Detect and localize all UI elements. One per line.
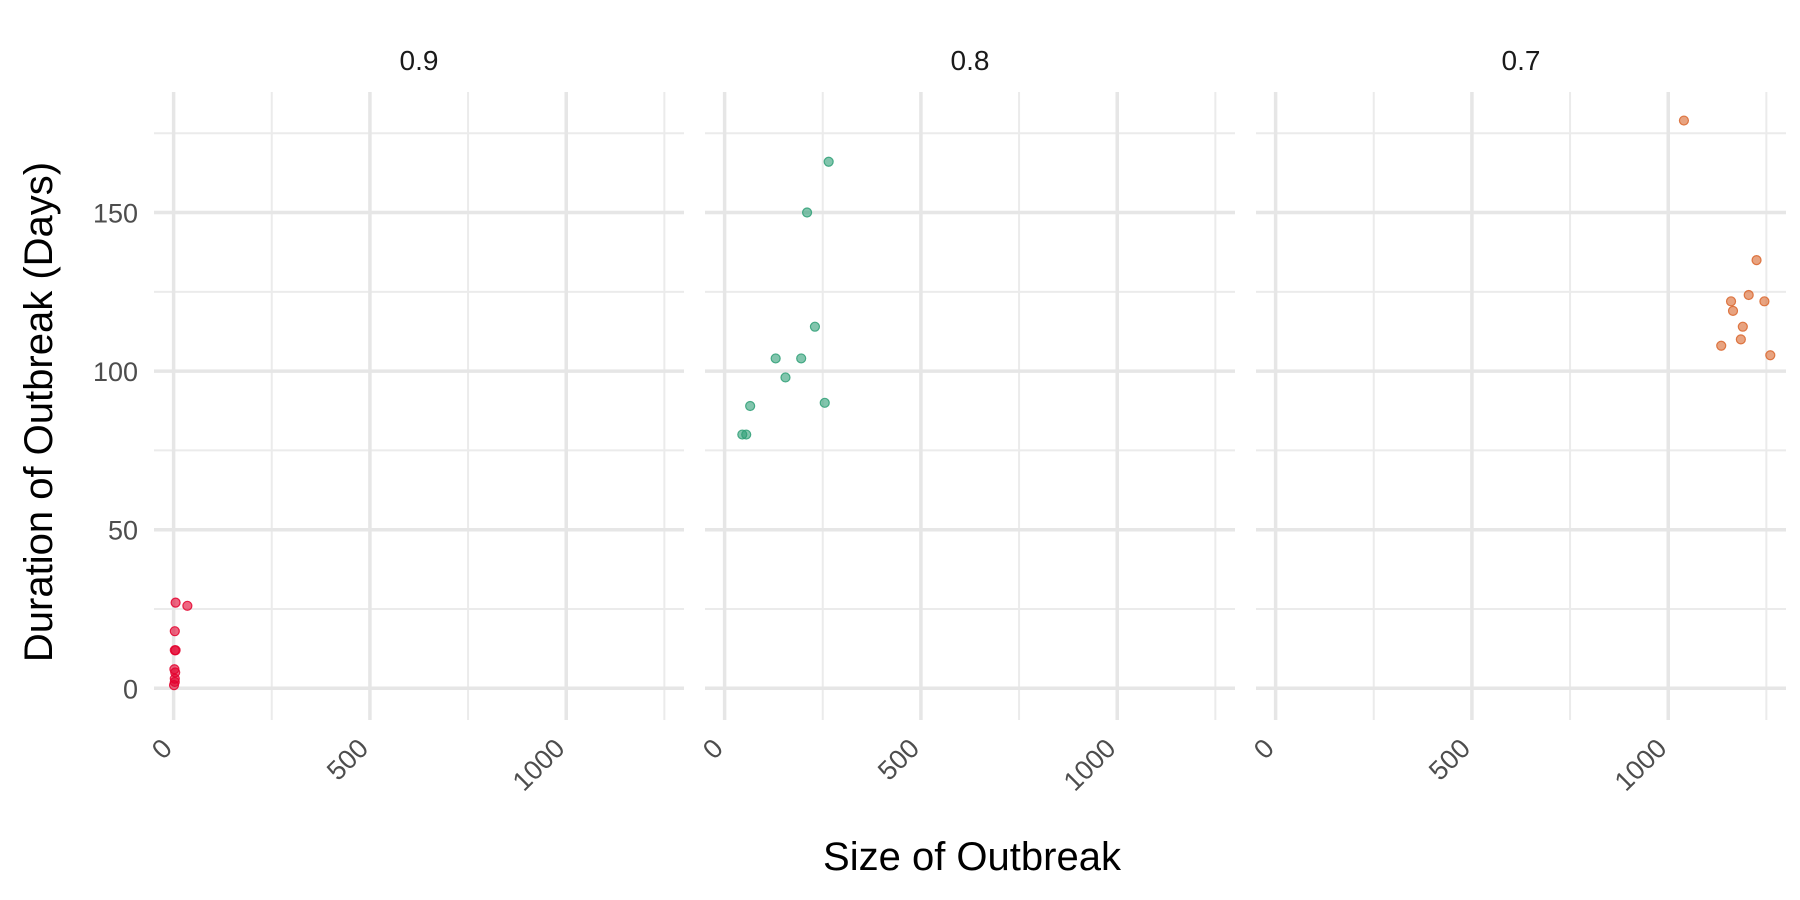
data-point — [770, 353, 781, 364]
data-point — [170, 645, 181, 656]
data-point — [169, 676, 180, 688]
data-point — [809, 321, 821, 332]
data-point — [801, 207, 813, 218]
panels: 0.9 0 500 1000 0 50 100 150 0.8 0 500 1000 0.7 0 500 10… — [93, 45, 1786, 797]
data-point — [823, 156, 834, 167]
x-tick-label: 500 — [872, 733, 925, 786]
x-tick-label: 1000 — [1058, 733, 1122, 797]
x-tick-label: 0 — [1248, 733, 1280, 765]
panel-0.8: 0.8 0 500 1000 — [697, 45, 1235, 797]
data-point — [1725, 296, 1737, 307]
data-point — [819, 397, 830, 408]
facet-label: 0.8 — [951, 45, 990, 76]
data-point — [169, 626, 180, 637]
data-point — [182, 600, 193, 611]
data-point — [1678, 115, 1690, 126]
data-point — [1765, 350, 1776, 361]
facet-label: 0.9 — [400, 45, 439, 76]
data-point — [1743, 289, 1754, 301]
x-tick-label: 1000 — [1609, 733, 1673, 797]
x-tick-label: 0 — [146, 733, 178, 765]
data-point — [780, 372, 791, 383]
data-point — [1735, 334, 1746, 345]
x-tick-label: 1000 — [507, 733, 571, 797]
data-point — [745, 400, 756, 412]
y-tick-label: 0 — [123, 674, 138, 704]
panel-0.9: 0.9 0 500 1000 0 50 100 150 — [93, 45, 684, 797]
data-point — [741, 429, 752, 440]
x-tick-label: 0 — [697, 733, 729, 765]
y-tick-label: 50 — [108, 516, 138, 546]
y-tick-label: 150 — [93, 199, 138, 229]
panel-0.7: 0.7 0 500 1000 — [1248, 45, 1786, 797]
x-tick-label: 500 — [321, 733, 374, 786]
facet-label: 0.7 — [1502, 45, 1541, 76]
data-point — [170, 597, 181, 608]
data-point — [1716, 340, 1727, 351]
data-point — [1751, 255, 1762, 266]
data-point — [1737, 321, 1748, 332]
x-axis-title: Size of Outbreak — [823, 835, 1122, 879]
y-axis-title: Duration of Outbreak (Days) — [17, 162, 61, 662]
data-point — [1759, 296, 1770, 307]
y-tick-label: 100 — [93, 357, 138, 387]
data-point — [1727, 305, 1739, 316]
data-point — [796, 353, 807, 364]
x-tick-label: 500 — [1423, 733, 1476, 786]
